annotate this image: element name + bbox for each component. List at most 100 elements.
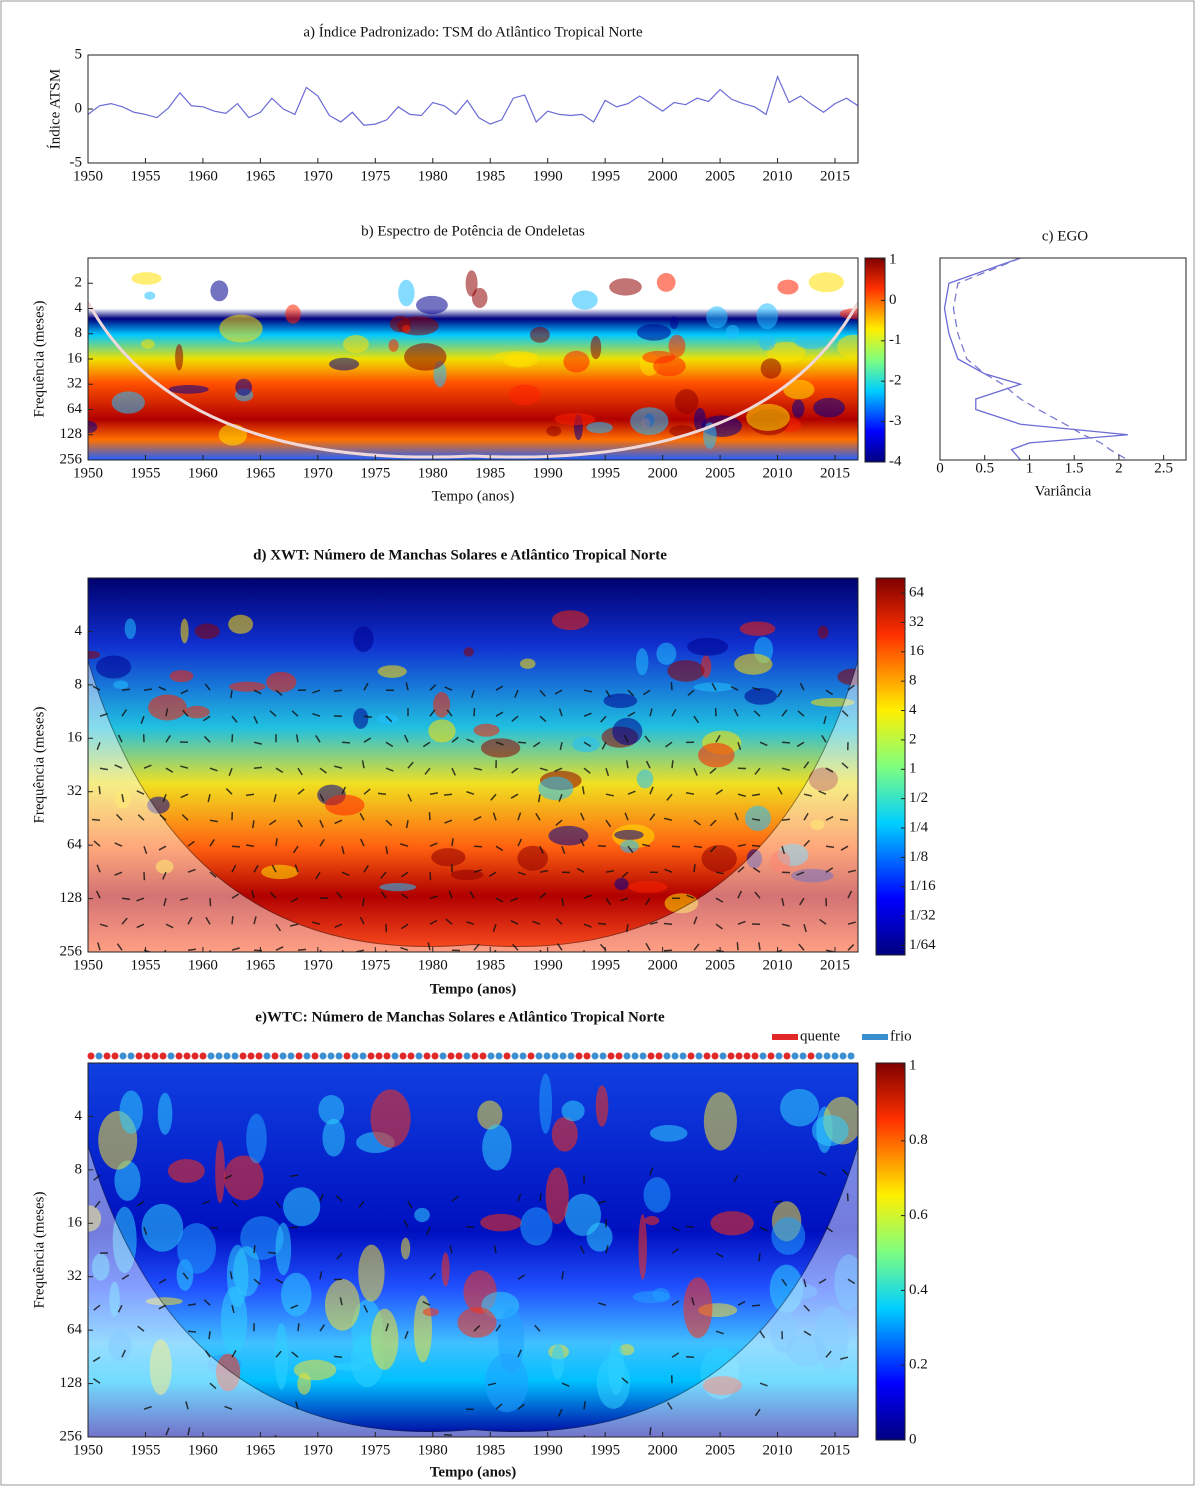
spectrum-blob [791,868,834,883]
x-tick-label: 1950 [73,168,103,184]
phase-arrow [275,946,284,951]
plot-area [943,258,1129,460]
phase-arrow [230,690,233,699]
phase-arrow [627,949,631,952]
phase-arrow [292,845,299,854]
phase-arrow [555,918,563,925]
phase-arrow [627,790,636,795]
phase-arrow [253,1278,261,1285]
phase-dot [295,1052,303,1060]
plot-area [88,578,858,952]
spectrum-blob [322,1118,345,1157]
phase-arrow [158,845,167,851]
phase-arrow [818,1278,827,1284]
phase-arrow [187,916,193,925]
spectrum-blob [668,334,686,358]
spectrum-blob [817,625,829,639]
phase-arrow [269,710,277,717]
phase-arrow [561,845,566,854]
spectrum-blob [370,1089,411,1148]
x-tick-label: 1975 [360,168,390,184]
phase-dot [159,1052,167,1060]
spectrum-blob [88,420,98,434]
spectrum-blob [703,1092,737,1151]
phase-arrow [162,793,167,802]
phase-dot [663,1052,671,1060]
x-tick-label: 1995 [590,957,620,973]
phase-arrow [649,708,653,717]
phase-dot [815,1052,823,1060]
phase-arrow [180,689,189,695]
phase-arrow [841,1168,849,1176]
phase-arrow [137,814,145,821]
phase-arrow [165,923,174,929]
phase-arrow [759,1382,768,1387]
y-tick-label: 4 [75,1108,83,1124]
x-tick-label: 1960 [188,168,218,184]
colorbar-tick-label: 1/8 [909,849,928,865]
phase-dot [167,1052,175,1060]
spectrum-blob [293,1359,337,1381]
spectrum-blob [635,648,649,676]
phase-dot [527,1052,535,1060]
x-tick-label: 2015 [820,168,850,184]
phase-arrow [781,898,785,907]
phase-arrow [115,813,123,821]
phase-arrow [671,845,681,848]
phase-dot [183,1052,191,1060]
phase-arrow [203,1299,211,1306]
phase-arrow [665,741,673,748]
spectrum-blob [358,1244,385,1302]
phase-dot [383,1052,391,1060]
phase-arrow [209,1382,217,1390]
phase-arrow [581,786,585,795]
x-tick-label: 2010 [763,1442,793,1458]
spectrum-blob [177,1223,217,1274]
x-tick-label: 2010 [763,465,793,481]
phase-arrow [642,689,651,696]
phase-arrow [93,1304,101,1311]
phase-arrow [473,815,482,821]
phase-arrow [93,1174,101,1181]
legend-label: frio [890,1028,912,1044]
phase-arrow [407,761,414,769]
phase-arrow [671,1352,680,1358]
phase-arrow [473,869,482,873]
phase-arrow [319,1271,323,1280]
x-tick-label: 1970 [303,465,333,481]
phase-arrow [451,1195,459,1202]
spectrum-blob [283,1187,321,1227]
spectrum-blob [95,655,132,679]
phase-dot [343,1052,351,1060]
phase-arrow [291,710,299,717]
phase-dot [687,1052,695,1060]
phase-arrow [842,793,849,802]
phase-arrow [341,871,350,877]
x-tick-label: 1980 [418,465,448,481]
phase-arrow [796,871,805,876]
phase-arrow [204,1350,211,1358]
phase-arrow [446,709,453,717]
x-tick-label: 2005 [705,465,735,481]
phase-arrow [358,1200,365,1208]
spectrum-blob [620,839,639,853]
phase-arrow [493,1245,497,1254]
spectrum-blob [168,384,209,394]
spectrum-blob [725,324,740,339]
phase-arrow [620,897,629,902]
phase-arrow [319,767,327,774]
phase-arrow [225,788,233,795]
spectrum-blob [636,769,654,789]
phase-dot [303,1052,311,1060]
phase-arrow [363,682,369,691]
phase-arrow [781,767,790,771]
phase-arrow [579,1245,585,1254]
phase-arrow [275,1200,282,1209]
phase-arrow [799,897,805,906]
phase-arrow [488,871,497,878]
phase-arrow [95,890,101,899]
x-tick-label: 1960 [188,1442,218,1458]
phase-arrow [687,689,695,696]
spectrum-blob [551,1344,565,1380]
